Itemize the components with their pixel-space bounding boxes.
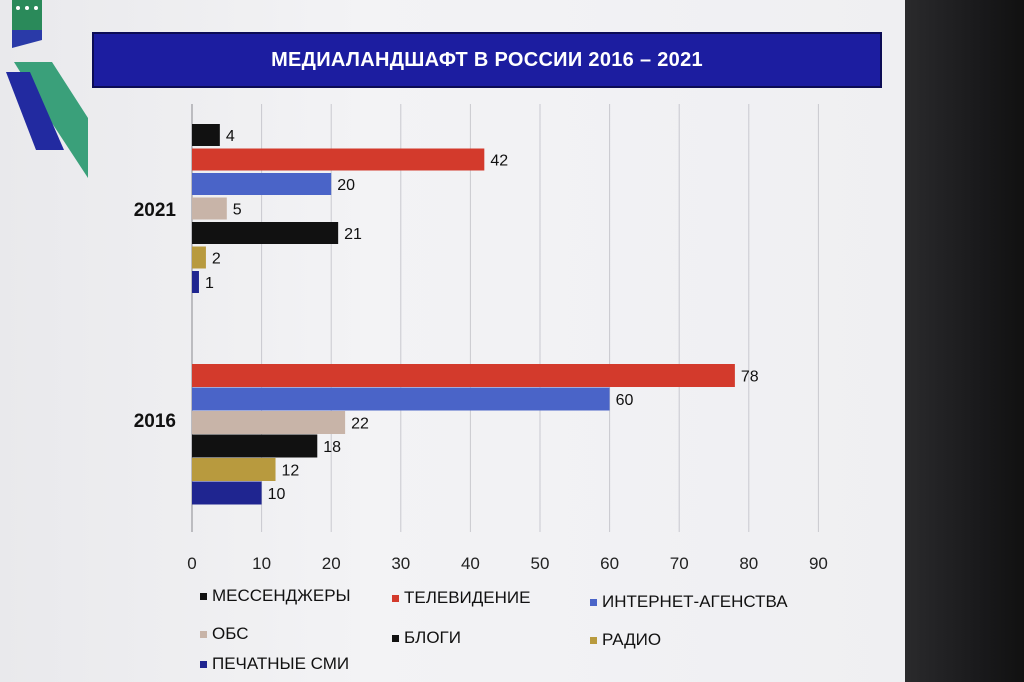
- legend-swatch: [200, 630, 207, 638]
- legend-label: БЛОГИ: [404, 628, 461, 647]
- x-tick-label: 90: [809, 554, 828, 573]
- screen-bezel: [905, 0, 1024, 682]
- bar: [192, 222, 339, 244]
- legend-label: ПЕЧАТНЫЕ СМИ: [212, 654, 350, 673]
- title-banner: МЕДИАЛАНДШАФТ В РОССИИ 2016 – 2021: [92, 32, 882, 88]
- legend-item: ОБС: [200, 624, 248, 644]
- data-label: 18: [323, 439, 341, 456]
- x-tick-label: 0: [187, 554, 196, 573]
- x-tick-label: 50: [531, 554, 550, 573]
- bar: [192, 458, 276, 481]
- legend-item: БЛОГИ: [392, 628, 461, 648]
- legend-label: ТЕЛЕВИДЕНИЕ: [404, 588, 531, 607]
- legend-item: ИНТЕРНЕТ-АГЕНСТВА: [590, 592, 788, 612]
- legend-item: ТЕЛЕВИДЕНИЕ: [392, 588, 530, 608]
- data-label: 2: [212, 251, 221, 268]
- bar: [192, 434, 318, 458]
- data-label: 21: [344, 226, 362, 243]
- x-tick-label: 20: [322, 554, 341, 573]
- x-tick-label: 80: [739, 554, 758, 573]
- x-tick-label: 30: [391, 554, 410, 573]
- bar: [192, 387, 610, 411]
- legend-item: МЕССЕНДЖЕРЫ: [200, 586, 351, 606]
- data-label: 60: [616, 392, 634, 409]
- logo-emblem: [6, 0, 88, 178]
- legend-label: МЕССЕНДЖЕРЫ: [212, 586, 351, 605]
- x-tick-label: 70: [670, 554, 689, 573]
- legend-item: ПЕЧАТНЫЕ СМИ: [200, 654, 349, 674]
- bar: [192, 197, 227, 220]
- x-tick-label: 40: [461, 554, 480, 573]
- legend-swatch: [200, 660, 207, 668]
- bar: [192, 148, 485, 171]
- data-label: 10: [268, 486, 286, 503]
- legend-label: ИНТЕРНЕТ-АГЕНСТВА: [602, 592, 788, 611]
- bar: [192, 246, 206, 269]
- legend-swatch: [590, 598, 597, 606]
- data-label: 12: [282, 463, 300, 480]
- chart-title: МЕДИАЛАНДШАФТ В РОССИИ 2016 – 2021: [271, 48, 703, 71]
- category-label: 2016: [134, 411, 176, 432]
- data-label: 5: [233, 202, 242, 219]
- data-label: 4: [226, 128, 235, 145]
- bar: [192, 124, 220, 146]
- legend-swatch: [392, 594, 399, 602]
- legend-label: ОБС: [212, 624, 249, 643]
- projection-screen: МЕДИАЛАНДШАФТ В РОССИИ 2016 – 2021: [0, 0, 905, 682]
- legend-swatch: [590, 636, 597, 644]
- x-tick-label: 60: [600, 554, 619, 573]
- bar: [192, 271, 199, 293]
- bar: [192, 173, 332, 195]
- legend-label: РАДИО: [602, 630, 662, 649]
- data-label: 78: [741, 369, 759, 386]
- legend-swatch: [200, 592, 207, 600]
- legend-item: РАДИО: [590, 630, 661, 650]
- bar: [192, 411, 346, 434]
- x-tick-label: 10: [252, 554, 271, 573]
- category-label: 2021: [134, 200, 177, 221]
- data-label: 20: [337, 177, 355, 194]
- bar-chart: 0 10 20 30 40 50 60 70 80 90202144220521212016786…: [133, 104, 828, 573]
- bar: [192, 481, 262, 505]
- data-label: 42: [490, 153, 508, 170]
- data-label: 22: [351, 416, 369, 433]
- bar: [192, 364, 735, 387]
- legend-swatch: [392, 634, 399, 642]
- data-label: 1: [205, 275, 214, 292]
